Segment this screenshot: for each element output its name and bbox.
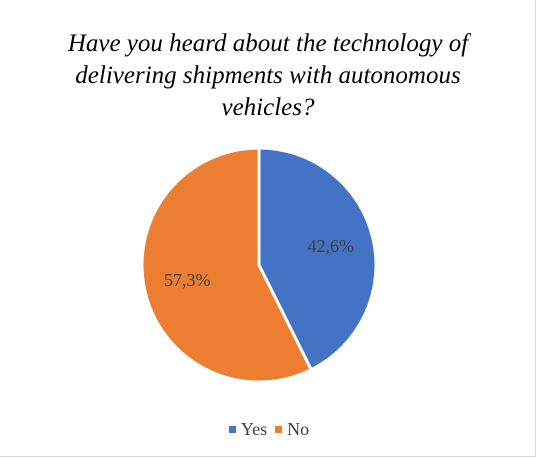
chart-title: Have you heard about the technology of d… [67, 30, 469, 121]
legend-swatch-yes [228, 426, 236, 433]
legend-swatch-no [275, 426, 283, 433]
legend: Yes No [0, 417, 538, 440]
pie-slice-yes [257, 146, 378, 372]
legend-item-no: No [275, 419, 309, 440]
legend-label-no: No [287, 419, 310, 439]
pie-slice-no [140, 146, 313, 384]
data-label-no: 57,3% [164, 270, 211, 290]
legend-label-yes: Yes [240, 419, 268, 439]
data-label-yes: 42,6% [307, 236, 354, 256]
legend-item-yes: Yes [228, 419, 268, 440]
